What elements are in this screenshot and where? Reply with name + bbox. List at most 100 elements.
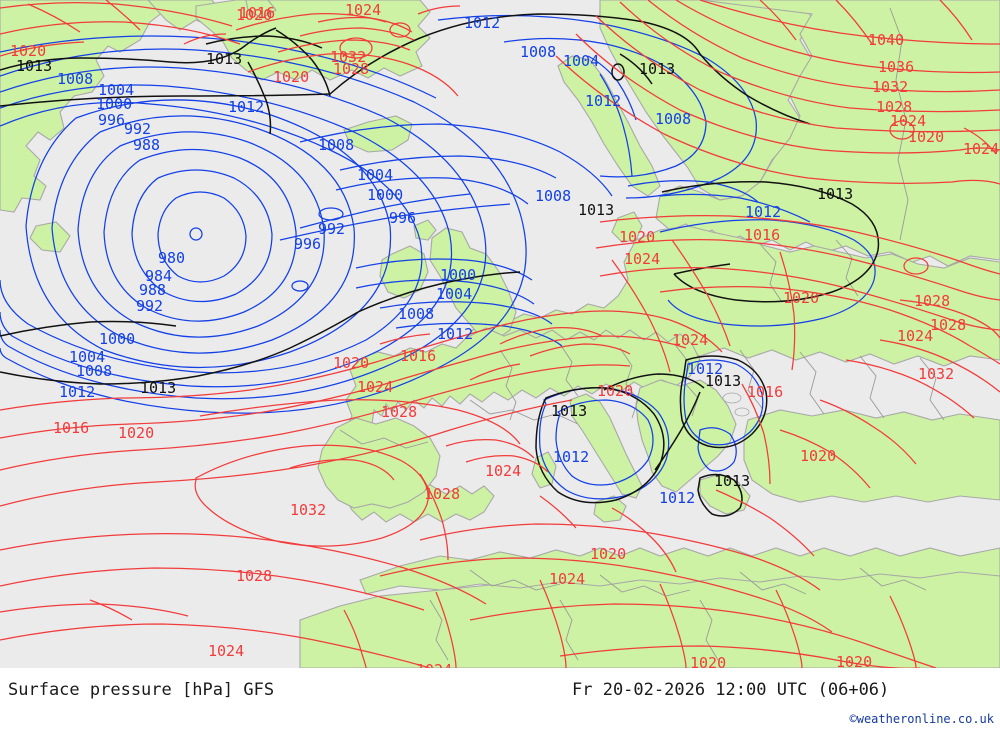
isobar-1013-greece bbox=[697, 473, 743, 517]
isobar-1024 bbox=[595, 15, 1000, 133]
isobar-1024-turkey bbox=[819, 399, 917, 465]
isobar-1032-se2 bbox=[845, 359, 975, 419]
isobar-1028-s bbox=[0, 533, 487, 605]
isobar-1012-atlantic bbox=[0, 48, 527, 414]
isobar-label-1032: 1032 bbox=[290, 501, 327, 519]
isobar-label-1016: 1016 bbox=[239, 4, 276, 22]
isobar-1013-gl2 bbox=[205, 35, 323, 49]
isobar-1020-gl3 bbox=[247, 53, 459, 97]
isobar-1020-gl2 bbox=[0, 41, 85, 57]
isobar-atl-s2 bbox=[0, 603, 189, 617]
isobar-label-992: 992 bbox=[318, 220, 346, 238]
isobar-1004-atlantic bbox=[0, 84, 453, 388]
isobar-1020-gl bbox=[0, 21, 241, 45]
isobar-1016-w bbox=[0, 310, 723, 411]
isobar-1016-se bbox=[599, 214, 1000, 275]
isobar-label-1012: 1012 bbox=[437, 325, 474, 343]
isobar-label-980: 980 bbox=[158, 249, 186, 267]
isobar-label-1013: 1013 bbox=[551, 402, 588, 420]
isobar-label-1028: 1028 bbox=[914, 292, 951, 310]
isobar-label-1000: 1000 bbox=[99, 330, 136, 348]
lake-inland bbox=[734, 407, 750, 417]
isobar-label-1012: 1012 bbox=[745, 203, 782, 221]
land-turkey bbox=[743, 409, 1000, 503]
isobar-976 bbox=[157, 191, 247, 283]
isobar-label-1032: 1032 bbox=[330, 48, 367, 66]
isobar-label-1024: 1024 bbox=[963, 140, 1000, 158]
isobar-1012-cent-eu bbox=[659, 219, 876, 327]
isobar-label-1024: 1024 bbox=[208, 642, 245, 660]
isobar-label-1032: 1032 bbox=[918, 365, 955, 383]
isobar-1000-atlantic bbox=[0, 101, 423, 374]
isobar-label-1028: 1028 bbox=[424, 485, 461, 503]
isobar-1013-gl3 bbox=[275, 29, 331, 97]
isobar-med-e1 bbox=[611, 507, 677, 573]
isobar-1028-se bbox=[659, 286, 1000, 365]
isobar-label-1004: 1004 bbox=[98, 81, 135, 99]
isobar-1004-norway bbox=[587, 55, 637, 121]
isobar-afr-v5 bbox=[889, 595, 917, 668]
isobar-1012-greece bbox=[697, 427, 737, 472]
isobar-ne-edge3 bbox=[759, 0, 797, 41]
isobar-label-1012: 1012 bbox=[687, 360, 724, 378]
isobar-label-1020: 1020 bbox=[236, 6, 273, 24]
isobar-1004-b bbox=[339, 155, 557, 179]
isobar-1024-se bbox=[599, 267, 1000, 331]
isobar-1040 bbox=[699, 0, 1000, 45]
isobar-label-1024: 1024 bbox=[345, 1, 382, 19]
isobar-992-ring bbox=[318, 207, 344, 221]
isobar-label-1028: 1028 bbox=[381, 403, 418, 421]
landmasses bbox=[0, 0, 1000, 668]
isobar-label-1012: 1012 bbox=[585, 92, 622, 110]
isobar-label-1028: 1028 bbox=[876, 98, 913, 116]
isobar-1008-b bbox=[299, 123, 613, 197]
isobar-984 bbox=[103, 148, 297, 322]
isobar-1008-uk bbox=[379, 301, 553, 325]
copyright-label: ©weatheronline.co.uk bbox=[849, 712, 995, 726]
pressure-map[interactable]: .land{fill:#cdf2a3;stroke:#a8a8a8;stroke… bbox=[0, 0, 1000, 668]
isobar-med-w1 bbox=[419, 473, 449, 561]
isobar-label-1024: 1024 bbox=[624, 250, 661, 268]
land-italy bbox=[569, 393, 643, 499]
isobar-1013-italy bbox=[535, 386, 665, 504]
isobar-1024-med bbox=[445, 439, 535, 459]
isobar-label-1020: 1020 bbox=[597, 382, 634, 400]
isobar-label-988: 988 bbox=[133, 136, 161, 154]
isobar-label-1028: 1028 bbox=[333, 60, 370, 78]
isobar-1020 bbox=[575, 33, 1000, 154]
isobar-label-1008: 1008 bbox=[318, 136, 355, 154]
isobar-label-1020: 1020 bbox=[836, 653, 873, 669]
isobar-label-1028: 1028 bbox=[236, 567, 273, 585]
isobar-1036 bbox=[675, 0, 1000, 74]
isobar-1032-ring2 bbox=[389, 22, 411, 38]
isobar-label-1008: 1008 bbox=[520, 43, 557, 61]
isobar-small-ring bbox=[291, 280, 309, 292]
isobar-label-1016: 1016 bbox=[744, 226, 781, 244]
isobar-1013-cent bbox=[661, 180, 880, 303]
isobar-label-992: 992 bbox=[136, 297, 164, 315]
isobar-992-east bbox=[299, 193, 471, 229]
isobar-1012-balkans bbox=[683, 359, 764, 446]
isobar-w-fr1 bbox=[469, 363, 521, 381]
isobar-afr-v3 bbox=[659, 583, 687, 668]
isobar-label-1008: 1008 bbox=[398, 305, 435, 323]
isobar-1013-atl bbox=[0, 311, 359, 385]
isobar-1013-atl2 bbox=[0, 320, 177, 337]
isobar-1012-baltic bbox=[659, 193, 811, 223]
isobar-label-1024: 1024 bbox=[485, 462, 522, 480]
isobar-label-1016: 1016 bbox=[400, 347, 437, 365]
isobar-label-1004: 1004 bbox=[69, 348, 106, 366]
isobar-1024-med2 bbox=[465, 455, 549, 473]
isobar-ne-edge2 bbox=[939, 0, 973, 41]
isobar-gl-edge bbox=[417, 5, 461, 15]
isobar-1024-s2 bbox=[0, 623, 431, 668]
isobar-label-1040: 1040 bbox=[868, 31, 905, 49]
isobar-gl-edge4 bbox=[105, 0, 141, 31]
isobar-label-1013: 1013 bbox=[639, 60, 676, 78]
isobar-label-1000: 1000 bbox=[96, 95, 133, 113]
isobar-1013-adria bbox=[654, 391, 701, 471]
isobar-1013-gl4 bbox=[247, 61, 272, 135]
isobar-1008-norsea bbox=[503, 37, 707, 178]
land-greenland bbox=[0, 0, 164, 213]
